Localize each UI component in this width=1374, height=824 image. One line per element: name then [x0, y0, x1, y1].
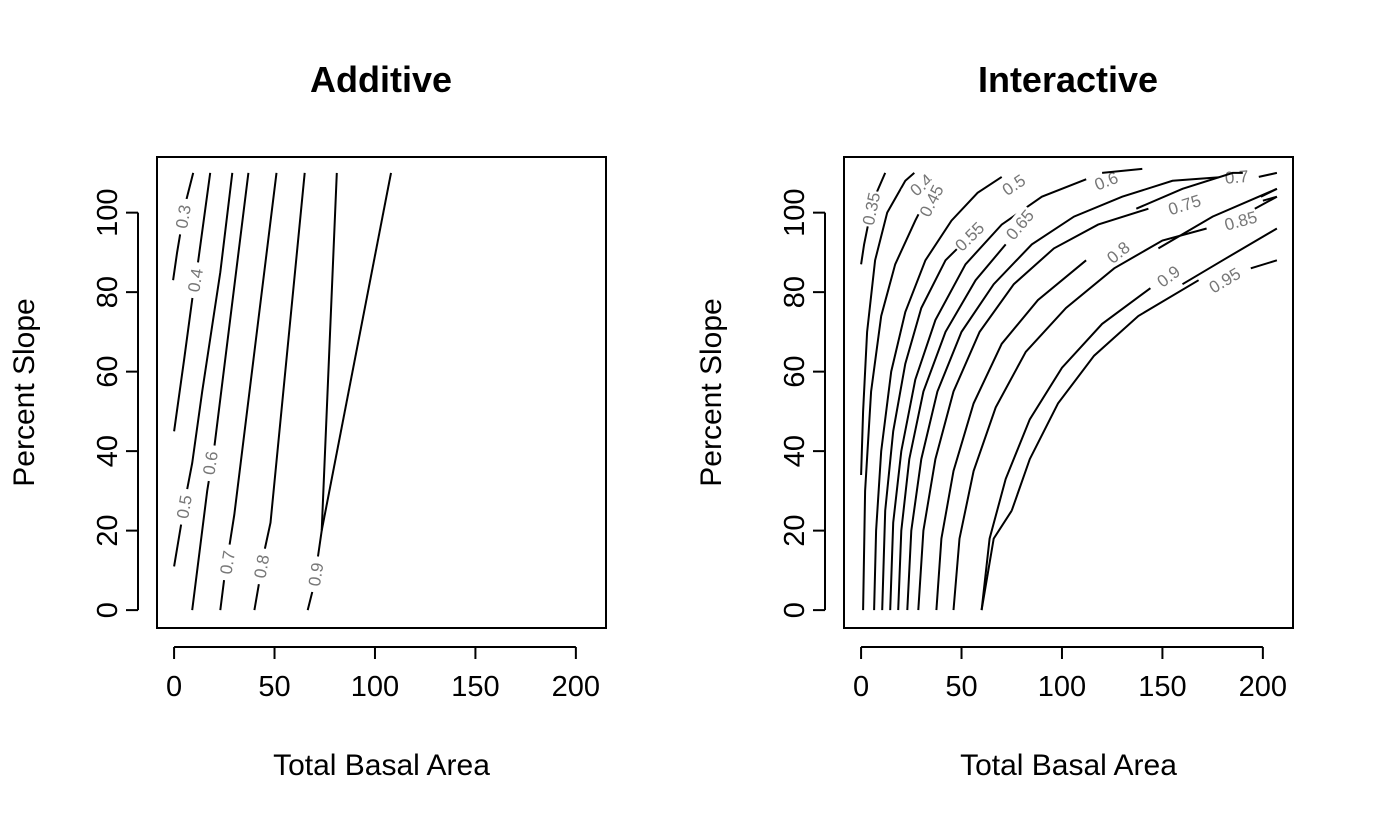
contour-line-0.85 [952, 227, 1207, 611]
contour-label: 0.9 [305, 561, 327, 587]
contour-line-segment [1258, 171, 1278, 178]
x-axis-label: Total Basal Area [960, 749, 1177, 782]
contour-label-gap [182, 260, 209, 300]
contour-label-gap [1097, 233, 1139, 272]
contour-line-0.65 [897, 243, 1007, 611]
contour-label: 0.7 [217, 549, 239, 575]
x-tick-label: 200 [552, 671, 600, 703]
contour-label: 0.65 [1002, 206, 1038, 244]
contour-line-segment [1250, 259, 1278, 270]
contour-line-0.6 [889, 175, 1093, 611]
y-tick-label: 100 [92, 188, 124, 236]
x-tick-label: 100 [351, 671, 399, 703]
contour-label-gap [914, 180, 949, 222]
contour-label-gap [1148, 257, 1189, 296]
contour-label-gap [197, 443, 223, 483]
y-tick-label: 80 [92, 276, 124, 308]
contour-label-gap [857, 188, 885, 229]
contour-line-0.9 [980, 287, 1151, 611]
contour-label: 0.75 [1166, 191, 1203, 219]
plot-frame [156, 156, 607, 629]
x-tick-label: 100 [1038, 671, 1086, 703]
contour-label: 0.8 [251, 553, 274, 579]
x-tick-label: 50 [945, 671, 977, 703]
x-tick-label: 0 [166, 671, 182, 703]
contour-label-gap [901, 165, 942, 205]
contour-label: 0.35 [859, 191, 884, 227]
contour-label-gap [949, 216, 990, 257]
contour-line-0.9 [306, 172, 338, 611]
y-tick-label: 0 [779, 602, 811, 618]
contour-line-0.45 [862, 204, 925, 611]
contour-label-gap [248, 546, 275, 586]
contour-label-gap [1218, 165, 1256, 189]
contour-line-segment [1135, 171, 1243, 210]
contour-line-segment [1181, 227, 1278, 286]
y-tick-label: 20 [779, 514, 811, 546]
contour-line-segment [1262, 195, 1278, 202]
contour-line-0.55 [881, 247, 959, 611]
contour-label-gap [1085, 164, 1127, 197]
plot-frame [843, 156, 1294, 629]
contour-label: 0.85 [1222, 208, 1259, 235]
y-tick-label: 60 [92, 356, 124, 388]
contour-label: 0.4 [184, 267, 207, 293]
contour-label: 0.3 [172, 203, 195, 229]
contour-label-gap [170, 197, 196, 237]
y-axis-label: Percent Slope [695, 298, 728, 486]
contour-label-gap [1204, 262, 1246, 299]
y-axis-label: Percent Slope [8, 298, 41, 486]
y-tick-label: 40 [779, 435, 811, 467]
contour-line-segment [1157, 187, 1278, 250]
panel-1: Additive 0 50 100 150 200 0 20 40 60 80 100 Total Ba… [8, 59, 607, 782]
contour-label: 0.5 [173, 494, 196, 520]
contour-line-segment [1102, 167, 1143, 174]
contour-line-0.95 [1010, 279, 1200, 512]
y-tick-label: 20 [92, 514, 124, 546]
contour-label-gap [993, 166, 1035, 204]
y-tick-label: 100 [779, 188, 811, 236]
x-tick-label: 150 [1138, 671, 1186, 703]
contour-line-segment [980, 510, 1013, 611]
contour-label: 0.7 [1224, 167, 1249, 188]
panel-2: Interactive 0 50 100 150 200 0 20 40 60 80 100 Total… [695, 59, 1294, 782]
contour-line-0.4 [860, 172, 915, 476]
contour-label-gap [1220, 206, 1261, 235]
contour-line-segment [320, 172, 392, 531]
contour-label-gap [1164, 189, 1205, 220]
x-tick-label: 50 [258, 671, 290, 703]
contour-line-0.5 [173, 172, 234, 567]
x-tick-label: 0 [853, 671, 869, 703]
contour-label-gap [214, 543, 241, 582]
x-tick-label: 150 [451, 671, 499, 703]
contour-label-gap [171, 487, 197, 527]
contour-label-gap [1000, 204, 1040, 245]
y-tick-label: 40 [92, 435, 124, 467]
x-tick-label: 200 [1239, 671, 1287, 703]
contour-label: 0.6 [199, 450, 221, 476]
x-axis-label: Total Basal Area [273, 749, 490, 782]
y-tick-label: 60 [779, 356, 811, 388]
contour-label-gap [303, 554, 329, 594]
contour-line-0.7 [906, 175, 1225, 611]
chart-title: Interactive [978, 59, 1158, 100]
y-tick-label: 0 [92, 602, 124, 618]
contour-line-0.8 [253, 172, 306, 611]
y-tick-label: 80 [779, 276, 811, 308]
chart-title: Additive [310, 59, 452, 100]
contour-line-0.5 [873, 176, 1003, 611]
contour-line-0.75 [917, 207, 1149, 611]
contour-line-0.8 [935, 259, 1087, 611]
